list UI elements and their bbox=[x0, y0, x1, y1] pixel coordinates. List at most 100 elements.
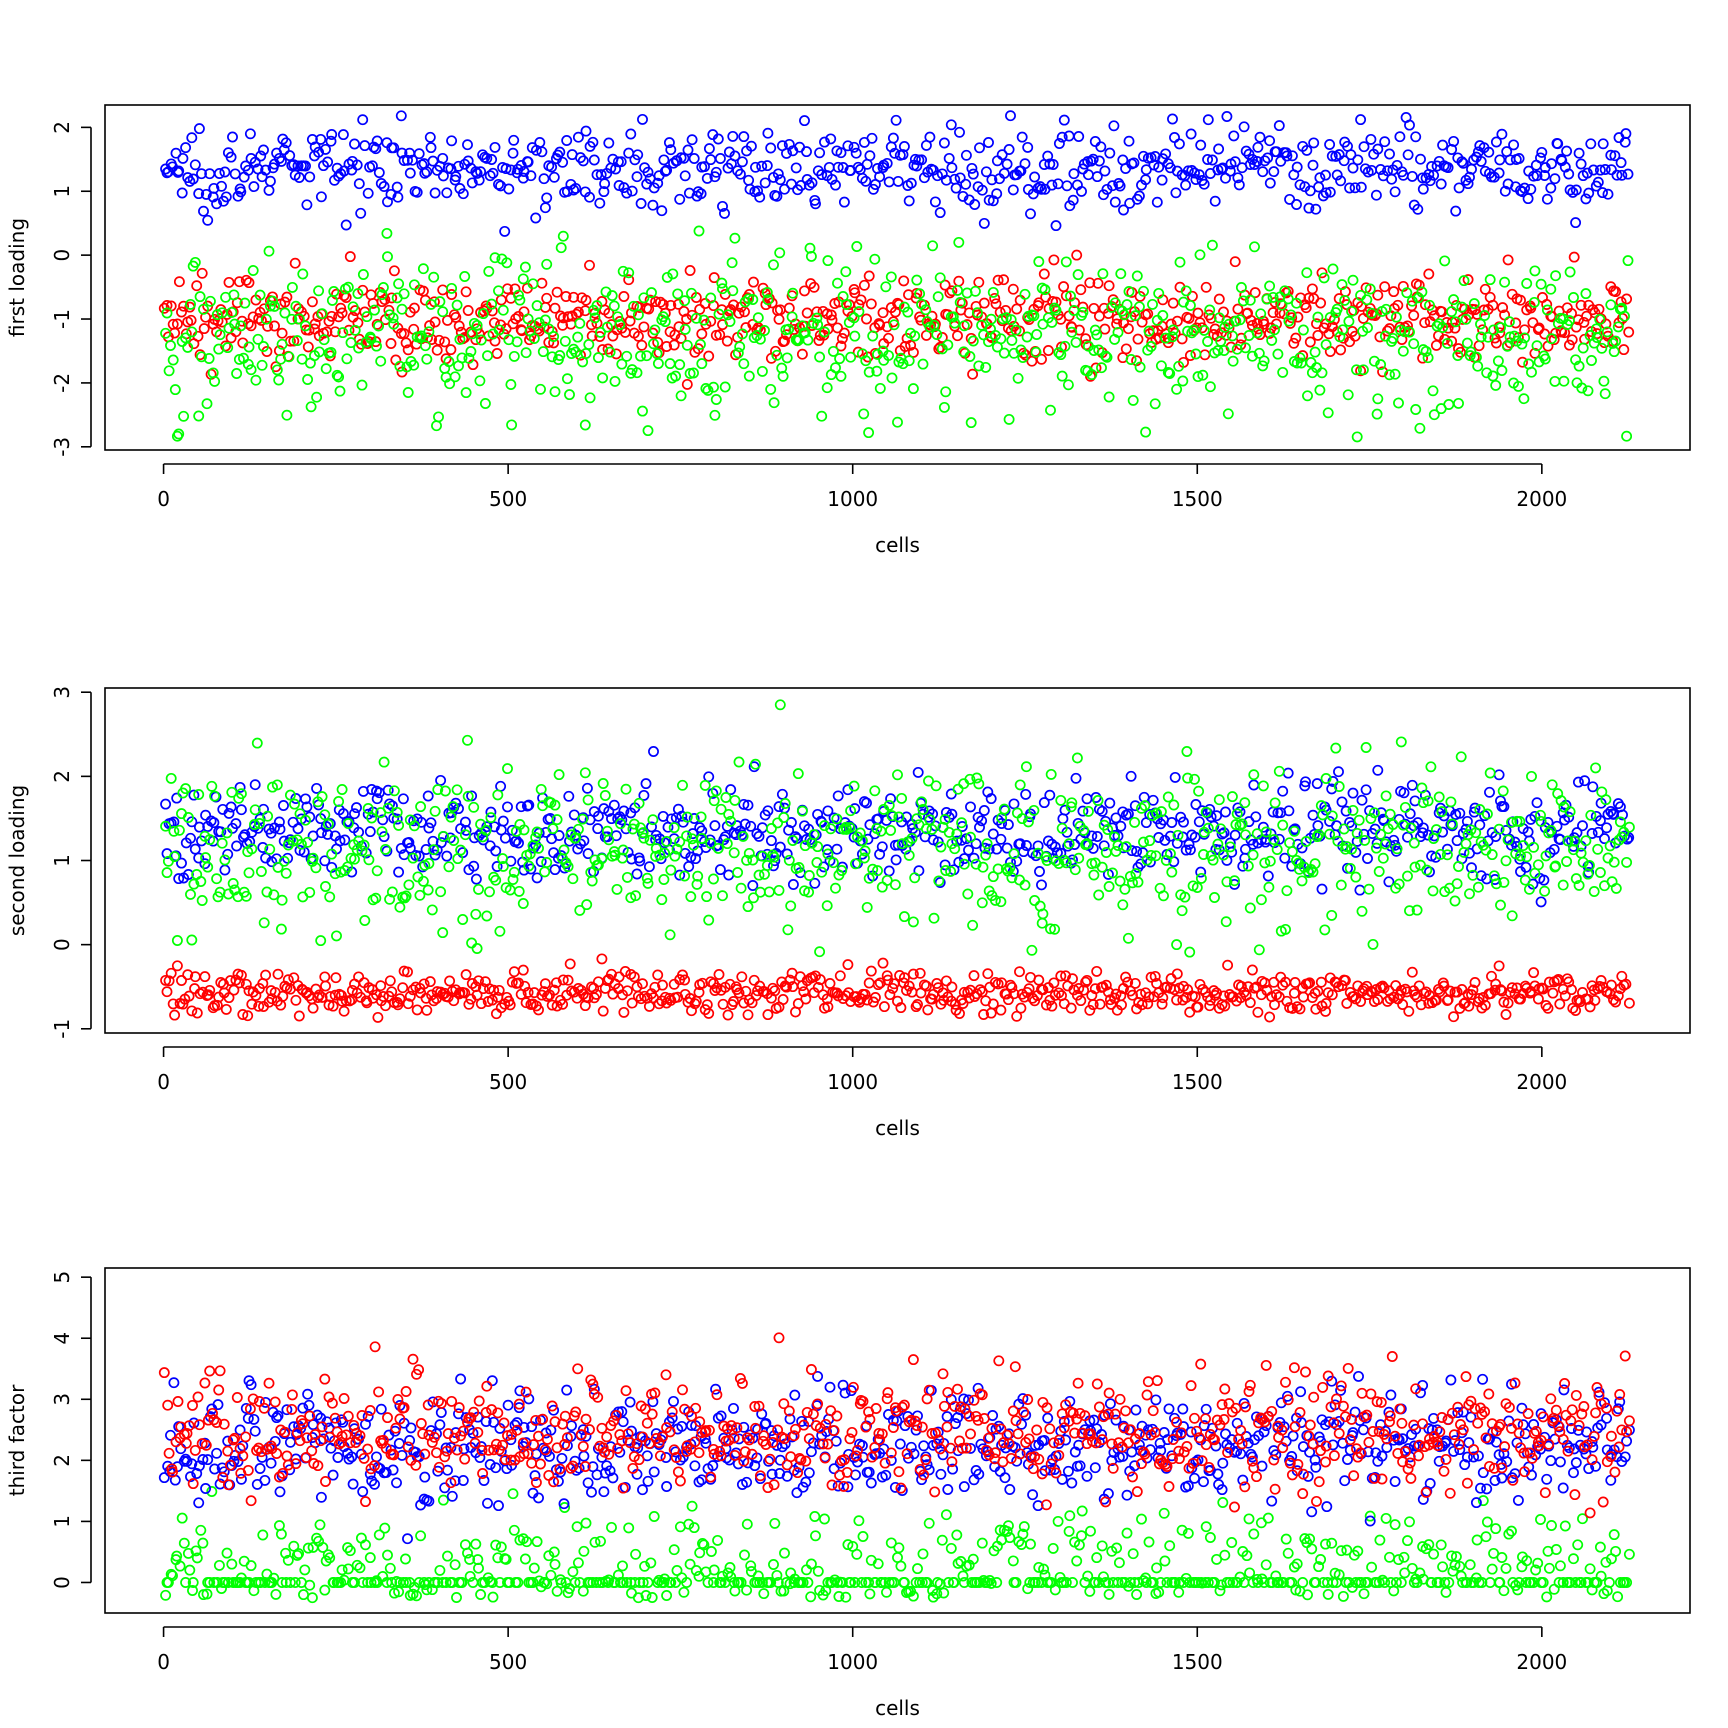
data-point bbox=[644, 294, 656, 306]
data-point bbox=[402, 154, 413, 166]
data-point bbox=[759, 177, 771, 189]
data-point bbox=[1495, 899, 1506, 911]
data-point bbox=[337, 129, 349, 141]
data-point bbox=[830, 179, 841, 191]
data-point bbox=[293, 303, 305, 315]
data-point bbox=[255, 866, 267, 877]
data-point bbox=[1428, 169, 1440, 181]
data-point bbox=[293, 1010, 305, 1022]
data-point bbox=[936, 332, 948, 343]
data-point bbox=[449, 371, 461, 383]
data-point bbox=[382, 784, 394, 796]
data-point bbox=[264, 175, 276, 187]
data-point bbox=[373, 167, 385, 179]
data-point bbox=[1343, 315, 1355, 327]
data-point bbox=[196, 168, 207, 180]
data-point bbox=[424, 320, 436, 332]
data-point bbox=[1605, 149, 1617, 161]
data-point bbox=[952, 284, 963, 296]
data-point bbox=[1500, 1562, 1512, 1574]
data-point bbox=[728, 299, 739, 311]
data-point bbox=[1249, 241, 1260, 253]
series-green bbox=[160, 699, 1635, 958]
data-point bbox=[695, 188, 707, 200]
data-point bbox=[1084, 1585, 1096, 1597]
data-point bbox=[717, 890, 728, 902]
data-point bbox=[1455, 751, 1467, 763]
data-point bbox=[320, 881, 331, 892]
data-point bbox=[198, 303, 209, 315]
data-point bbox=[1445, 796, 1457, 808]
data-point bbox=[928, 912, 940, 924]
data-point bbox=[1452, 350, 1464, 361]
data-point bbox=[849, 330, 861, 342]
data-point bbox=[853, 306, 865, 318]
data-point bbox=[1180, 179, 1192, 191]
data-point bbox=[779, 335, 790, 347]
data-point bbox=[1558, 375, 1570, 387]
data-point bbox=[1554, 998, 1566, 1010]
data-point bbox=[1257, 360, 1269, 372]
data-point bbox=[1297, 350, 1309, 362]
data-point bbox=[858, 408, 870, 420]
data-point bbox=[976, 319, 988, 331]
data-point bbox=[568, 184, 580, 196]
data-point bbox=[942, 339, 954, 351]
data-point bbox=[945, 1542, 957, 1554]
data-point bbox=[929, 196, 941, 208]
data-point bbox=[1597, 187, 1608, 199]
data-point bbox=[1337, 1590, 1349, 1602]
data-point bbox=[991, 843, 1003, 855]
data-point bbox=[892, 416, 903, 428]
data-point bbox=[1082, 169, 1094, 181]
data-point bbox=[822, 255, 834, 267]
data-point bbox=[366, 160, 378, 172]
data-point bbox=[614, 319, 626, 331]
data-point bbox=[1326, 783, 1338, 795]
data-point bbox=[1229, 156, 1241, 168]
data-point bbox=[1184, 946, 1196, 958]
data-point bbox=[1232, 172, 1244, 184]
data-point bbox=[249, 156, 261, 168]
data-point bbox=[866, 132, 878, 144]
data-point bbox=[1362, 322, 1373, 334]
data-point bbox=[1322, 1588, 1334, 1600]
data-point bbox=[284, 150, 296, 162]
data-point bbox=[902, 306, 914, 318]
data-point bbox=[860, 355, 872, 367]
data-point bbox=[618, 805, 630, 817]
data-point bbox=[353, 342, 365, 354]
data-point bbox=[193, 123, 205, 135]
data-point bbox=[652, 969, 664, 981]
data-point bbox=[615, 156, 627, 168]
data-point bbox=[171, 318, 183, 330]
data-point bbox=[1583, 187, 1595, 199]
data-point bbox=[493, 285, 504, 297]
data-point bbox=[1460, 838, 1472, 850]
data-point bbox=[762, 294, 774, 306]
data-point bbox=[674, 869, 686, 881]
data-point bbox=[980, 166, 992, 178]
data-point bbox=[973, 778, 985, 790]
data-point bbox=[1240, 829, 1251, 841]
data-point bbox=[523, 799, 535, 811]
data-point bbox=[1448, 135, 1460, 147]
data-point bbox=[202, 214, 214, 226]
data-point bbox=[325, 135, 337, 147]
data-point bbox=[301, 801, 313, 813]
data-point bbox=[1178, 816, 1189, 828]
data-point bbox=[1093, 344, 1105, 356]
data-point bbox=[219, 854, 231, 866]
data-point bbox=[460, 824, 472, 836]
data-point bbox=[952, 330, 963, 342]
data-point bbox=[552, 149, 564, 161]
data-point bbox=[1398, 1551, 1410, 1563]
data-point bbox=[462, 734, 473, 746]
data-point bbox=[225, 332, 237, 344]
data-point bbox=[408, 302, 420, 314]
data-point bbox=[893, 299, 905, 310]
data-point bbox=[819, 136, 830, 148]
data-point bbox=[1255, 894, 1267, 906]
data-points bbox=[158, 110, 1635, 443]
data-point bbox=[1149, 151, 1161, 162]
